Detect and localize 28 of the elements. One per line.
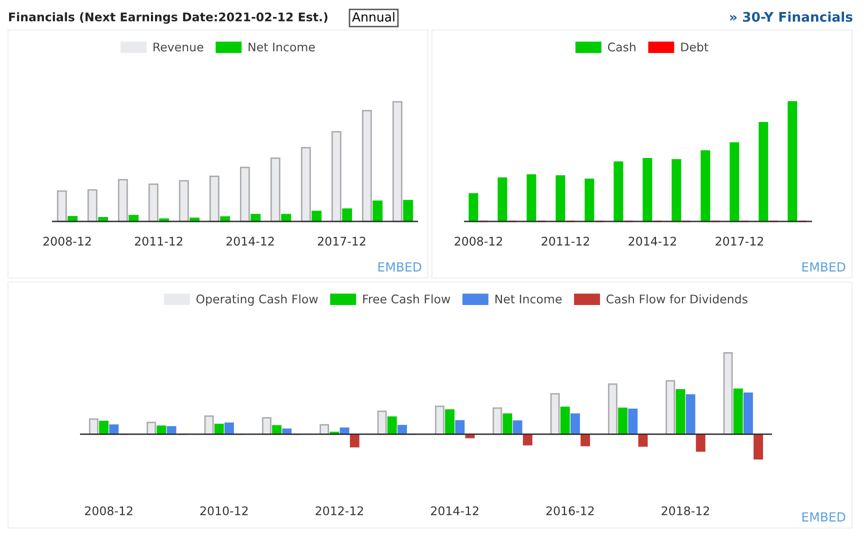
text: EMBED: [802, 262, 846, 272]
text: EMBED: [378, 262, 422, 272]
legend-label: Cash: [608, 42, 636, 52]
text: EMBED: [802, 512, 846, 522]
x-tick-label: 2012-12: [316, 506, 363, 516]
x-tick-label: 2011-12: [134, 236, 182, 246]
x-tick-label: 2014-12: [628, 236, 676, 246]
legend-label: Net Income: [248, 42, 315, 52]
x-tick-label: 2017-12: [318, 236, 366, 246]
legend-label: Cash Flow for Dividends: [606, 294, 748, 304]
legend-label: Debt: [681, 42, 708, 52]
x-tick-label: 2016-12: [546, 506, 594, 516]
legend-label: Net Income: [495, 294, 562, 304]
x-tick-label: 2010-12: [200, 506, 248, 516]
x-tick-label: 2008-12: [85, 506, 132, 516]
x-tick-label: 2014-12: [226, 236, 274, 246]
x-tick-label: 2008-12: [454, 236, 502, 246]
x-tick-label: 2018-12: [662, 506, 709, 516]
chart-title: Financials (Next Earnings Date:2021-02-12 Est.): [9, 12, 328, 24]
legend-label: Free Cash Flow: [363, 294, 450, 304]
legend-label: Revenue: [154, 42, 204, 52]
x-tick-label: 2011-12: [542, 236, 589, 246]
x-tick-label: 2014-12: [431, 506, 478, 516]
legend-label: Operating Cash Flow: [196, 294, 318, 306]
x-tick-label: 2017-12: [716, 236, 763, 246]
x-tick-label: 2008-12: [43, 236, 91, 246]
text: » 30-Y Financials: [730, 12, 852, 22]
text: Annual: [352, 12, 394, 22]
